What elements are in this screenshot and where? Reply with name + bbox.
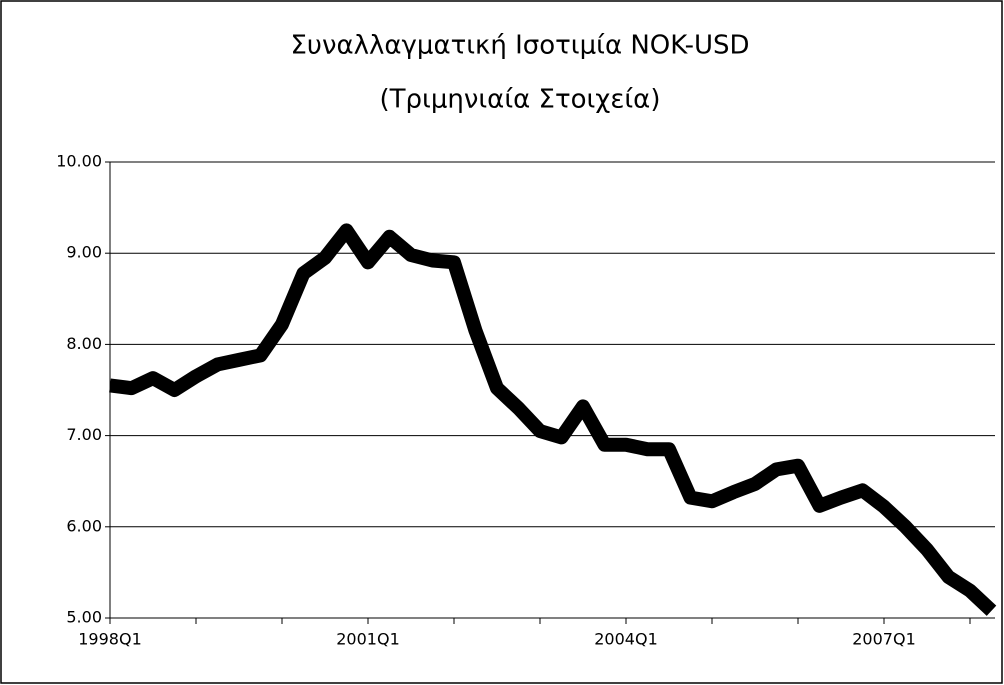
x-tick-label: 2001Q1 xyxy=(336,630,400,649)
chart-title: Συναλλαγματική Ισοτιμία NOK-USD xyxy=(290,31,749,61)
x-tick-label: 1998Q1 xyxy=(78,630,142,649)
y-tick-label: 7.00 xyxy=(66,425,102,444)
y-tick-label: 9.00 xyxy=(66,243,102,262)
y-tick-label: 10.00 xyxy=(56,152,102,171)
chart-subtitle: (Τριμηνιαία Στοιχεία) xyxy=(380,85,661,115)
y-tick-label: 5.00 xyxy=(66,608,102,627)
x-tick-label: 2004Q1 xyxy=(594,630,658,649)
y-tick-label: 6.00 xyxy=(66,516,102,535)
x-tick-label: 2007Q1 xyxy=(852,630,916,649)
y-tick-label: 8.00 xyxy=(66,334,102,353)
data-line xyxy=(109,223,997,616)
